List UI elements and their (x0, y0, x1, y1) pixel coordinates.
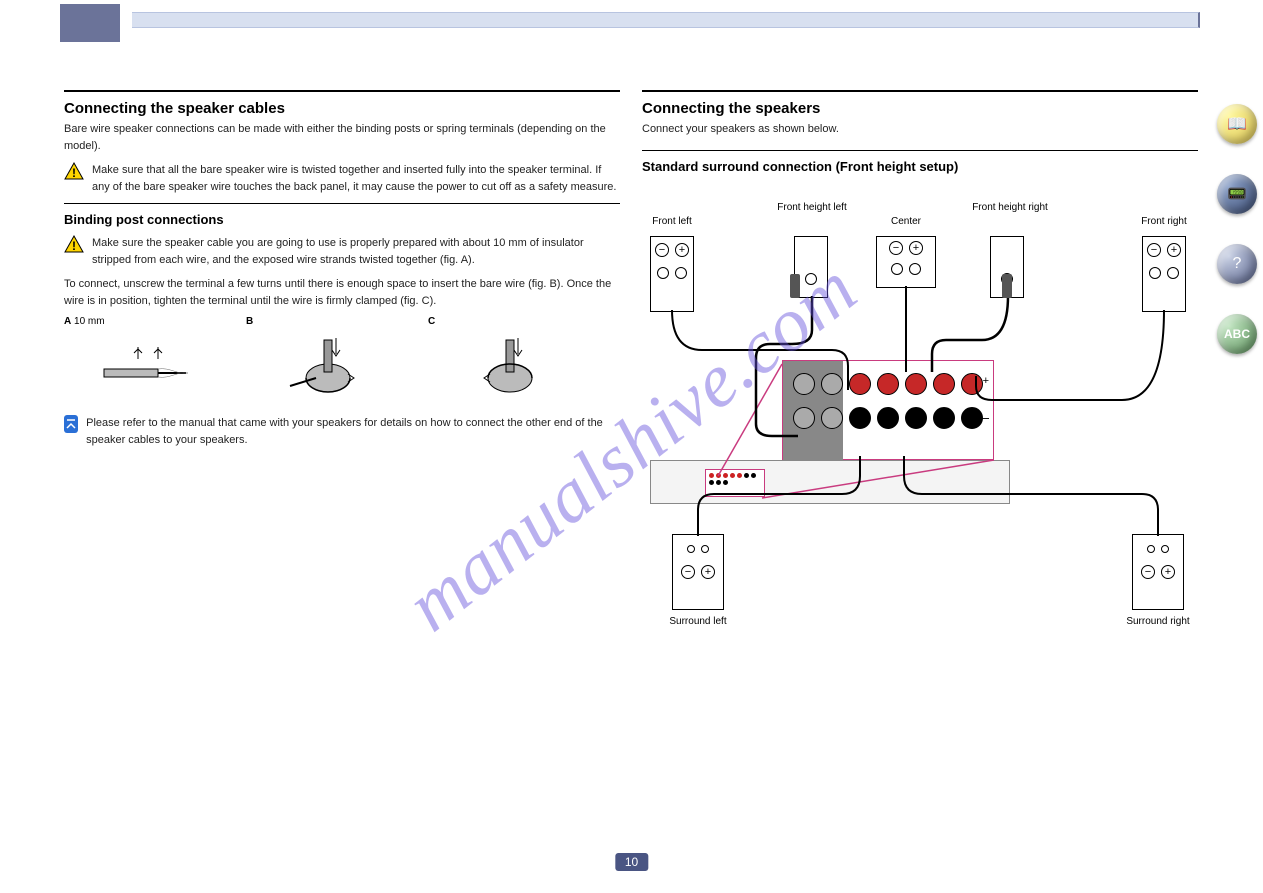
svg-text:!: ! (72, 239, 76, 253)
rule (64, 90, 620, 92)
device-icon[interactable]: 📟 (1217, 174, 1257, 214)
paragraph: Connect your speakers as shown below. (642, 121, 1198, 138)
warning-text: Make sure the speaker cable you are goin… (92, 235, 620, 268)
steps-row: A 10 mm B (64, 315, 620, 405)
label-surround-right: Surround right (1108, 616, 1208, 627)
step-label: C (428, 315, 435, 329)
warning-icon: ! (64, 162, 84, 180)
step-b: B (246, 315, 414, 405)
step-label: B (246, 315, 253, 329)
step-a: A 10 mm (64, 315, 232, 405)
page-number: 10 (615, 853, 648, 871)
book-icon[interactable]: 📖 (1217, 104, 1257, 144)
spk-fh-left (794, 236, 828, 298)
paragraph: Bare wire speaker connections can be mad… (64, 121, 620, 154)
sub-heading: Standard surround connection (Front heig… (642, 159, 1198, 174)
step-c: C (428, 315, 596, 405)
spk-center: −+ (876, 236, 936, 288)
label-center: Center (856, 216, 956, 227)
abc-icon[interactable]: ABC (1217, 314, 1257, 354)
spk-front-right: −+ (1142, 236, 1186, 312)
diagram-stripped-wire (64, 333, 232, 405)
spk-surround-right: −+ (1132, 534, 1184, 610)
rule (64, 203, 620, 204)
rule (642, 90, 1198, 92)
section-title: Connecting the speakers (642, 100, 1198, 117)
side-nav: 📖 📟 ? ABC (1217, 104, 1257, 354)
step-label: A (64, 315, 71, 329)
warning-row: ! Make sure that all the bare speaker wi… (64, 162, 620, 195)
label-front-left: Front left (622, 216, 722, 227)
plus-sign: + (983, 375, 989, 387)
connection-diagram: −+ Front left Front height left −+ Cente… (642, 180, 1198, 640)
svg-text:!: ! (72, 166, 76, 180)
spk-front-left: −+ (650, 236, 694, 312)
warning-text: Make sure that all the bare speaker wire… (92, 162, 620, 195)
note-icon (64, 415, 78, 433)
banner-light-bar (132, 12, 1200, 28)
question-icon[interactable]: ? (1217, 244, 1257, 284)
paragraph: To connect, unscrew the terminal a few t… (64, 276, 620, 309)
label-front-right: Front right (1114, 216, 1214, 227)
step-dim: 10 mm (74, 316, 105, 327)
label-surround-left: Surround left (648, 616, 748, 627)
receiver-body (650, 460, 1010, 504)
header-banner (60, 4, 1200, 42)
right-column: Connecting the speakers Connect your spe… (642, 90, 1198, 178)
warning-icon: ! (64, 235, 84, 253)
note-text: Please refer to the manual that came wit… (86, 415, 620, 448)
label-fh-left: Front height left (762, 202, 862, 213)
label-fh-right: Front height right (960, 202, 1060, 213)
sub-heading: Binding post connections (64, 212, 620, 227)
receiver-zoom-panel: + – (782, 360, 994, 460)
receiver-small-panel (705, 469, 765, 497)
rule (642, 150, 1198, 151)
left-column: Connecting the speaker cables Bare wire … (64, 90, 620, 458)
diagram-tighten (428, 333, 596, 405)
minus-sign: – (981, 409, 989, 425)
spk-fh-right (990, 236, 1024, 298)
note-row: Please refer to the manual that came wit… (64, 415, 620, 448)
warning-row: ! Make sure the speaker cable you are go… (64, 235, 620, 268)
spk-surround-left: −+ (672, 534, 724, 610)
diagram-unscrew (246, 333, 414, 405)
banner-dark-block (60, 4, 120, 42)
section-title: Connecting the speaker cables (64, 100, 620, 117)
